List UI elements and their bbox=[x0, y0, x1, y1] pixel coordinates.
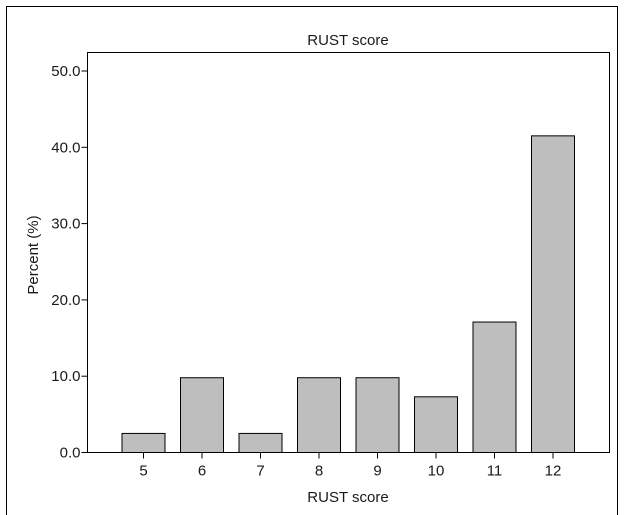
y-tick-label: 40.0 bbox=[51, 139, 80, 156]
x-tick-label: 5 bbox=[139, 463, 147, 480]
y-tick-label: 30.0 bbox=[51, 216, 80, 233]
x-tick-label: 11 bbox=[487, 463, 503, 480]
bar-6 bbox=[180, 377, 224, 454]
bar-12 bbox=[531, 135, 575, 453]
y-axis-label: Percent (%) bbox=[25, 215, 42, 294]
x-tick-label: 10 bbox=[428, 463, 445, 480]
y-tick-label: 10.0 bbox=[51, 368, 80, 385]
bar-8 bbox=[297, 377, 341, 454]
x-tick-label: 7 bbox=[256, 463, 264, 480]
bar-5 bbox=[121, 432, 166, 453]
y-tick-label: 20.0 bbox=[51, 292, 80, 309]
bar-9 bbox=[355, 377, 400, 454]
y-tick-label: 0.0 bbox=[60, 445, 81, 462]
figure-border bbox=[6, 6, 618, 515]
bar-10 bbox=[414, 396, 458, 453]
chart-title: RUST score bbox=[307, 32, 388, 49]
x-tick-label: 9 bbox=[373, 463, 381, 480]
plot-frame bbox=[87, 52, 610, 453]
x-tick-label: 12 bbox=[545, 463, 562, 480]
y-tick-label: 50.0 bbox=[51, 63, 80, 80]
x-axis-label: RUST score bbox=[307, 489, 388, 506]
x-tick-label: 8 bbox=[315, 463, 323, 480]
x-axis-ticks: 5 6 7 8 9 10 11 12 bbox=[139, 452, 562, 480]
y-axis-ticks: 0.0 10.0 20.0 30.0 40.0 50.0 bbox=[51, 63, 88, 462]
bar-11 bbox=[472, 321, 517, 454]
x-tick-label: 6 bbox=[198, 463, 206, 480]
bar-7 bbox=[238, 432, 283, 453]
bars bbox=[121, 135, 575, 454]
